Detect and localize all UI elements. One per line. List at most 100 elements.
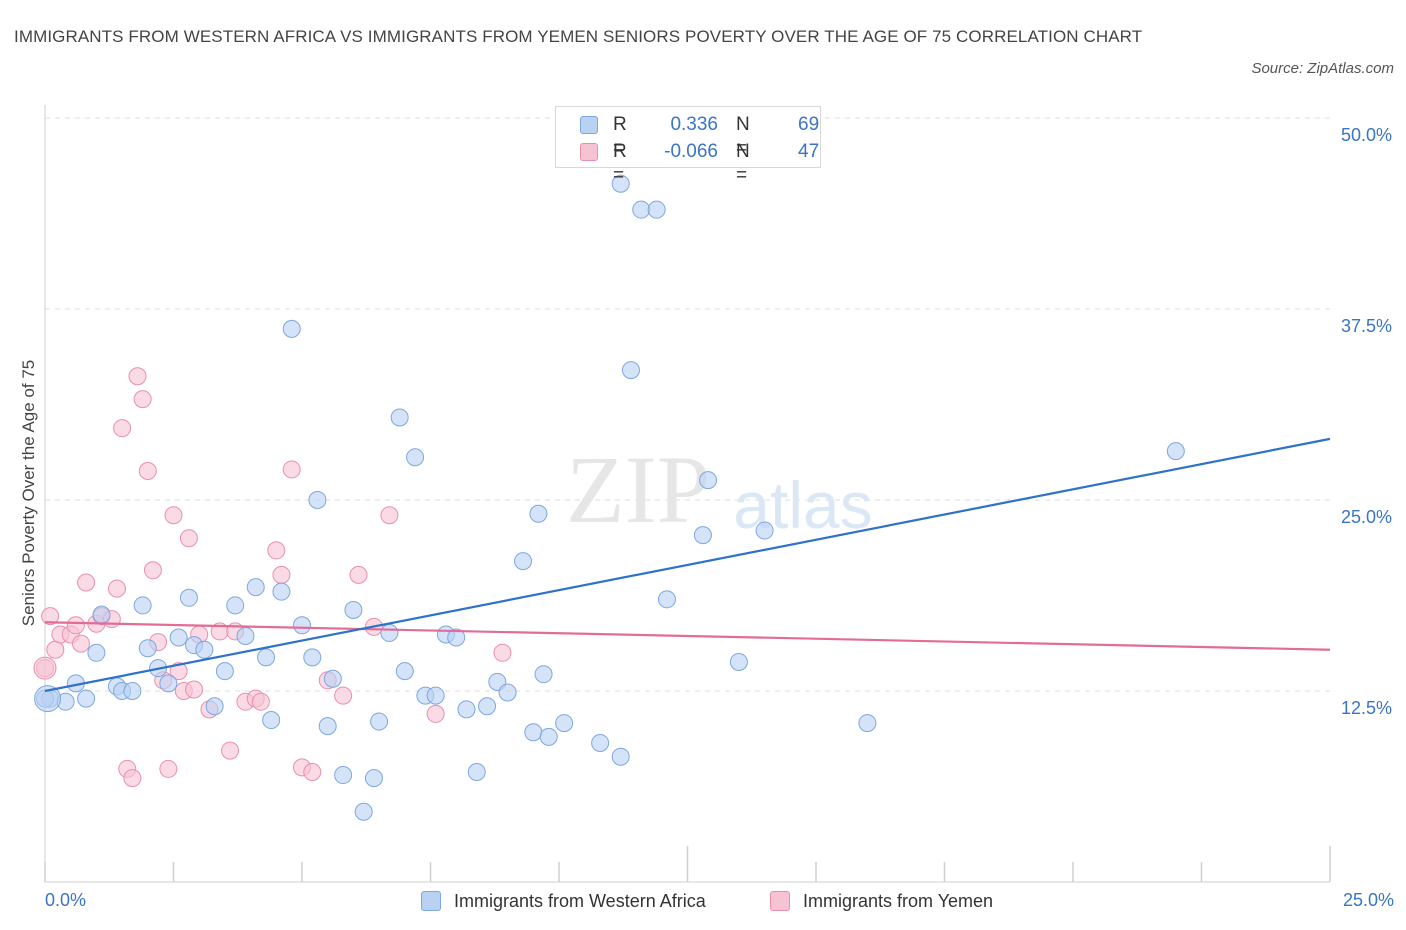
western-africa-point <box>318 717 337 736</box>
legend-r-value: -0.066 <box>664 141 718 162</box>
yemen-point <box>123 769 142 788</box>
yemen-point <box>133 390 152 409</box>
western-africa-point <box>611 174 630 193</box>
yemen-point <box>221 741 240 760</box>
western-africa-point <box>478 697 497 716</box>
western-africa-point <box>123 682 142 700</box>
western-africa-point <box>272 582 291 601</box>
western-africa-point <box>858 714 877 733</box>
western-africa-point <box>179 588 198 607</box>
western-africa-point <box>524 723 543 742</box>
western-africa-point <box>529 504 548 523</box>
western-africa-point <box>262 711 281 730</box>
yemen-point <box>143 561 162 580</box>
western-africa-point <box>308 491 327 509</box>
western-africa-point <box>395 662 414 681</box>
western-africa-point <box>426 686 445 705</box>
watermark-atlas: atlas <box>733 468 872 542</box>
yemen-point <box>169 662 188 681</box>
legend-n-value: 69 <box>798 114 820 135</box>
trend-lines <box>44 437 1331 693</box>
yemen-point <box>185 680 204 699</box>
western-africa-point <box>632 200 651 219</box>
chart-title: IMMIGRANTS FROM WESTERN AFRICA VS IMMIGR… <box>14 27 1143 46</box>
y-tick-label: 37.5% <box>1340 316 1392 336</box>
trend-line-yemen <box>44 621 1331 651</box>
watermark-zip: ZIP <box>566 436 710 543</box>
yemen-point <box>41 607 60 626</box>
stats-legend: R = 0.336 N = 69 R = -0.066 N = 47 <box>555 106 821 186</box>
legend-swatch-pink <box>580 143 598 161</box>
western-africa-point <box>195 640 214 659</box>
yemen-point <box>251 692 270 711</box>
bottom-legend-swatch-pink <box>770 891 790 911</box>
y-tick-label: 12.5% <box>1340 698 1392 718</box>
western-africa-point <box>699 471 718 490</box>
legend-r-label: R = <box>613 114 627 159</box>
western-africa-point <box>467 762 486 781</box>
legend-r-value: 0.336 <box>670 114 718 135</box>
western-africa-point <box>370 712 389 731</box>
western-africa-point <box>380 623 399 642</box>
axes <box>44 105 1331 883</box>
western-africa-point <box>169 628 188 647</box>
legend-n-label: N = <box>736 141 750 186</box>
western-africa-point <box>457 700 476 719</box>
yemen-point <box>113 419 132 438</box>
western-africa-point <box>534 665 553 684</box>
western-africa-point <box>539 727 558 746</box>
yemen-point <box>66 616 85 635</box>
western-africa-point <box>92 605 111 624</box>
bottom-legend-label: Immigrants from Yemen <box>803 891 994 911</box>
western-africa-point <box>354 802 373 821</box>
western-africa-point <box>447 628 466 647</box>
western-africa-point <box>87 643 106 662</box>
western-africa-point <box>621 361 640 380</box>
yemen-point <box>303 762 322 781</box>
legend-n-value: 47 <box>798 141 820 162</box>
western-africa-point <box>77 689 96 708</box>
legend-r-label: R = <box>613 141 627 186</box>
legend-n-label: N = <box>736 114 750 159</box>
yemen-point <box>179 529 198 548</box>
western-africa-point <box>159 674 178 693</box>
yemen-point <box>138 461 157 480</box>
western-africa-point <box>1166 442 1185 461</box>
western-africa-point <box>205 697 224 716</box>
western-africa-point <box>344 601 363 620</box>
trend-line-western-africa <box>44 437 1331 693</box>
western-africa-point <box>591 733 610 752</box>
yemen-point <box>267 541 286 560</box>
western-africa-point <box>226 596 245 615</box>
yemen-point <box>128 367 147 386</box>
western-africa-point <box>303 648 322 667</box>
bottom-legend-swatch-blue <box>421 891 441 911</box>
western-africa-point <box>293 616 311 635</box>
chart-source: Source: ZipAtlas.com <box>1251 60 1394 77</box>
western-africa-point <box>693 526 712 545</box>
western-africa-point <box>236 626 255 645</box>
yemen-point <box>159 759 178 778</box>
western-africa-point <box>133 596 152 615</box>
yemen-point <box>107 579 126 598</box>
western-africa-point <box>514 552 533 571</box>
western-africa-point <box>215 662 234 681</box>
western-africa-point <box>498 683 517 702</box>
yemen-point <box>282 460 301 479</box>
western-africa-point <box>755 521 774 540</box>
western-africa-point <box>390 408 409 427</box>
western-africa-point <box>555 714 574 733</box>
western-africa-point <box>246 578 265 597</box>
western-africa-point <box>34 685 62 713</box>
yemen-point <box>380 506 399 525</box>
yemen-point <box>46 640 65 659</box>
y-axis-label: Seniors Poverty Over the Age of 75 <box>19 359 38 627</box>
yemen-point <box>349 565 368 584</box>
yemen-point <box>77 573 96 592</box>
western-africa-point <box>729 652 748 671</box>
western-africa-point <box>138 639 157 658</box>
yemen-point <box>164 506 183 525</box>
yemen-point <box>426 704 445 723</box>
yemen-point <box>334 686 353 705</box>
western-africa-point <box>323 669 342 688</box>
